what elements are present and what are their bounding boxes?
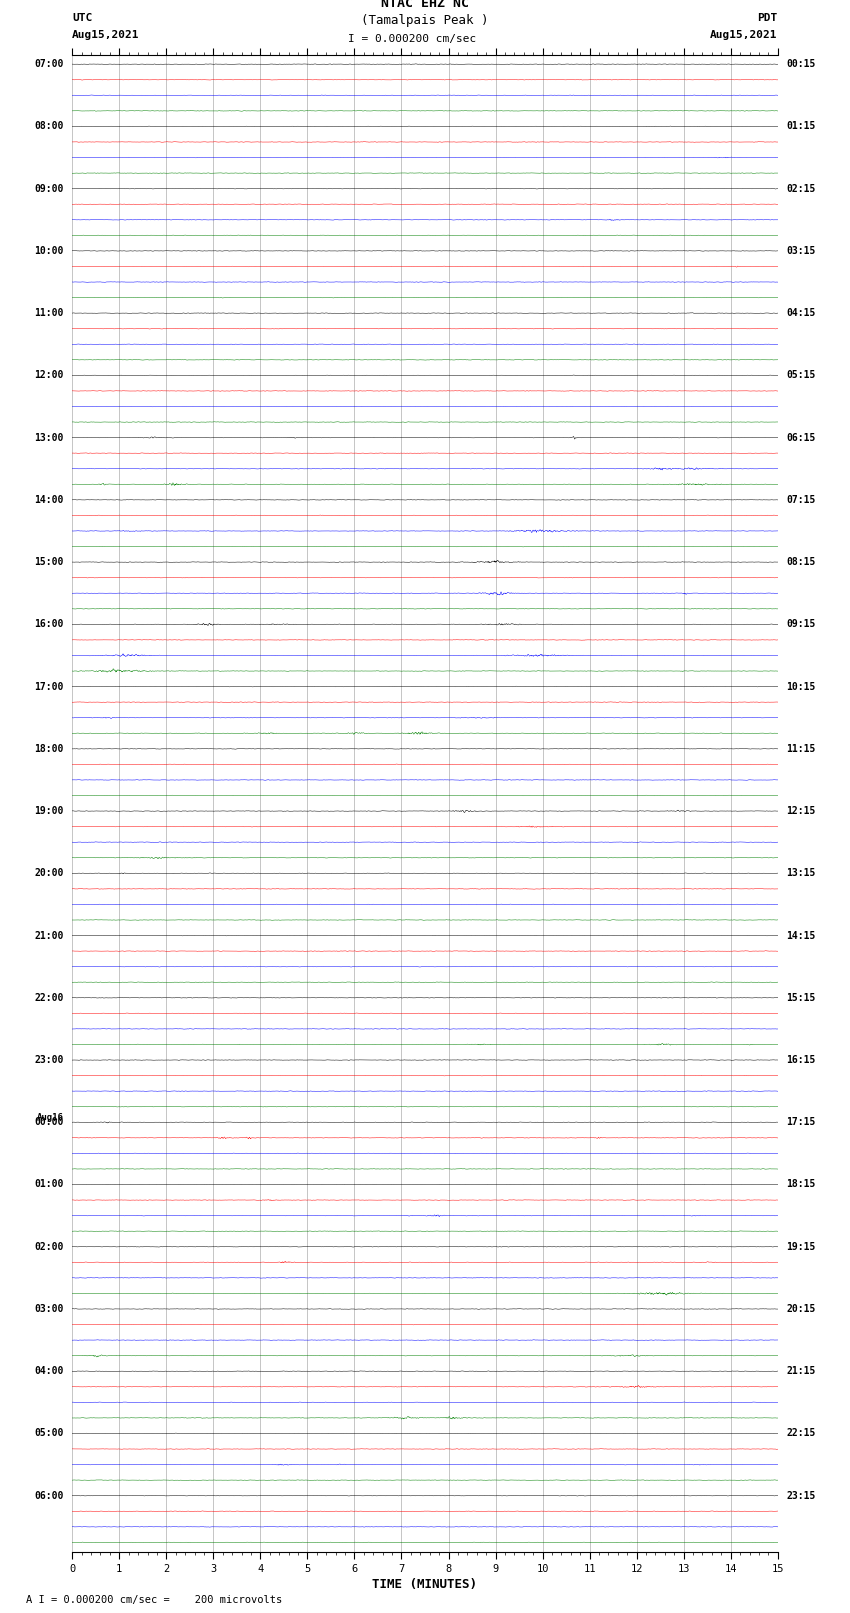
Text: 20:00: 20:00 (34, 868, 64, 879)
Text: 18:00: 18:00 (34, 744, 64, 753)
Text: 12:15: 12:15 (786, 806, 816, 816)
Text: 16:15: 16:15 (786, 1055, 816, 1065)
Text: 05:00: 05:00 (34, 1429, 64, 1439)
Text: 06:15: 06:15 (786, 432, 816, 442)
Text: 09:15: 09:15 (786, 619, 816, 629)
Text: Aug15,2021: Aug15,2021 (711, 31, 778, 40)
Text: 15:00: 15:00 (34, 556, 64, 568)
Text: 04:15: 04:15 (786, 308, 816, 318)
Text: 04:00: 04:00 (34, 1366, 64, 1376)
Text: 20:15: 20:15 (786, 1303, 816, 1315)
Text: 00:00: 00:00 (34, 1118, 64, 1127)
Text: PDT: PDT (757, 13, 778, 23)
Text: 11:00: 11:00 (34, 308, 64, 318)
Text: 22:15: 22:15 (786, 1429, 816, 1439)
Text: 10:00: 10:00 (34, 245, 64, 256)
Text: 16:00: 16:00 (34, 619, 64, 629)
Text: UTC: UTC (72, 13, 93, 23)
Text: 19:00: 19:00 (34, 806, 64, 816)
Text: Aug16: Aug16 (37, 1113, 64, 1123)
Text: 05:15: 05:15 (786, 371, 816, 381)
Text: 19:15: 19:15 (786, 1242, 816, 1252)
Text: 17:15: 17:15 (786, 1118, 816, 1127)
Text: 09:00: 09:00 (34, 184, 64, 194)
Text: 10:15: 10:15 (786, 682, 816, 692)
Text: 15:15: 15:15 (786, 992, 816, 1003)
X-axis label: TIME (MINUTES): TIME (MINUTES) (372, 1578, 478, 1590)
Text: 22:00: 22:00 (34, 992, 64, 1003)
Text: 14:00: 14:00 (34, 495, 64, 505)
Text: 23:00: 23:00 (34, 1055, 64, 1065)
Text: 11:15: 11:15 (786, 744, 816, 753)
Text: 17:00: 17:00 (34, 682, 64, 692)
Text: 06:00: 06:00 (34, 1490, 64, 1500)
Text: 03:15: 03:15 (786, 245, 816, 256)
Text: 18:15: 18:15 (786, 1179, 816, 1189)
Text: NTAC EHZ NC: NTAC EHZ NC (381, 0, 469, 10)
Text: 02:15: 02:15 (786, 184, 816, 194)
Text: 21:15: 21:15 (786, 1366, 816, 1376)
Text: 07:00: 07:00 (34, 60, 64, 69)
Text: 13:00: 13:00 (34, 432, 64, 442)
Text: 07:15: 07:15 (786, 495, 816, 505)
Text: I = 0.000200 cm/sec: I = 0.000200 cm/sec (348, 34, 476, 44)
Text: 03:00: 03:00 (34, 1303, 64, 1315)
Text: Aug15,2021: Aug15,2021 (72, 31, 139, 40)
Text: 08:00: 08:00 (34, 121, 64, 131)
Text: 01:00: 01:00 (34, 1179, 64, 1189)
Text: 12:00: 12:00 (34, 371, 64, 381)
Text: 13:15: 13:15 (786, 868, 816, 879)
Text: 08:15: 08:15 (786, 556, 816, 568)
Text: A I = 0.000200 cm/sec =    200 microvolts: A I = 0.000200 cm/sec = 200 microvolts (26, 1595, 281, 1605)
Text: 00:15: 00:15 (786, 60, 816, 69)
Text: 02:00: 02:00 (34, 1242, 64, 1252)
Text: 01:15: 01:15 (786, 121, 816, 131)
Text: 23:15: 23:15 (786, 1490, 816, 1500)
Text: 14:15: 14:15 (786, 931, 816, 940)
Text: (Tamalpais Peak ): (Tamalpais Peak ) (361, 15, 489, 27)
Text: 21:00: 21:00 (34, 931, 64, 940)
